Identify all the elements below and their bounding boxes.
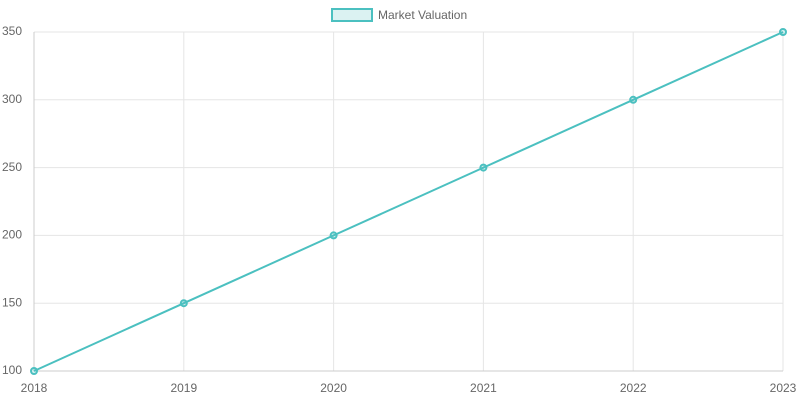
- point: [329, 231, 338, 240]
- x-tick-label: 2018: [21, 381, 48, 395]
- y-tick-label: 350: [2, 24, 22, 38]
- x-tick-label: 2023: [770, 381, 797, 395]
- y-tick-label: 300: [2, 92, 22, 106]
- y-tick-label: 200: [2, 228, 22, 242]
- point: [479, 163, 488, 172]
- point: [629, 95, 638, 104]
- point: [179, 299, 188, 308]
- x-tick-label: 2022: [620, 381, 647, 395]
- y-tick-label: 150: [2, 295, 22, 309]
- y-tick-label: 100: [2, 363, 22, 377]
- y-tick-label: 250: [2, 160, 22, 174]
- line: [33, 31, 784, 372]
- point: [779, 28, 787, 36]
- legend-swatch: [331, 8, 373, 22]
- x-tick-label: 2021: [470, 381, 497, 395]
- x-tick-label: 2020: [320, 381, 347, 395]
- x-tick-label: 2019: [170, 381, 197, 395]
- point: [30, 367, 38, 375]
- legend-label: Market Valuation: [378, 8, 467, 22]
